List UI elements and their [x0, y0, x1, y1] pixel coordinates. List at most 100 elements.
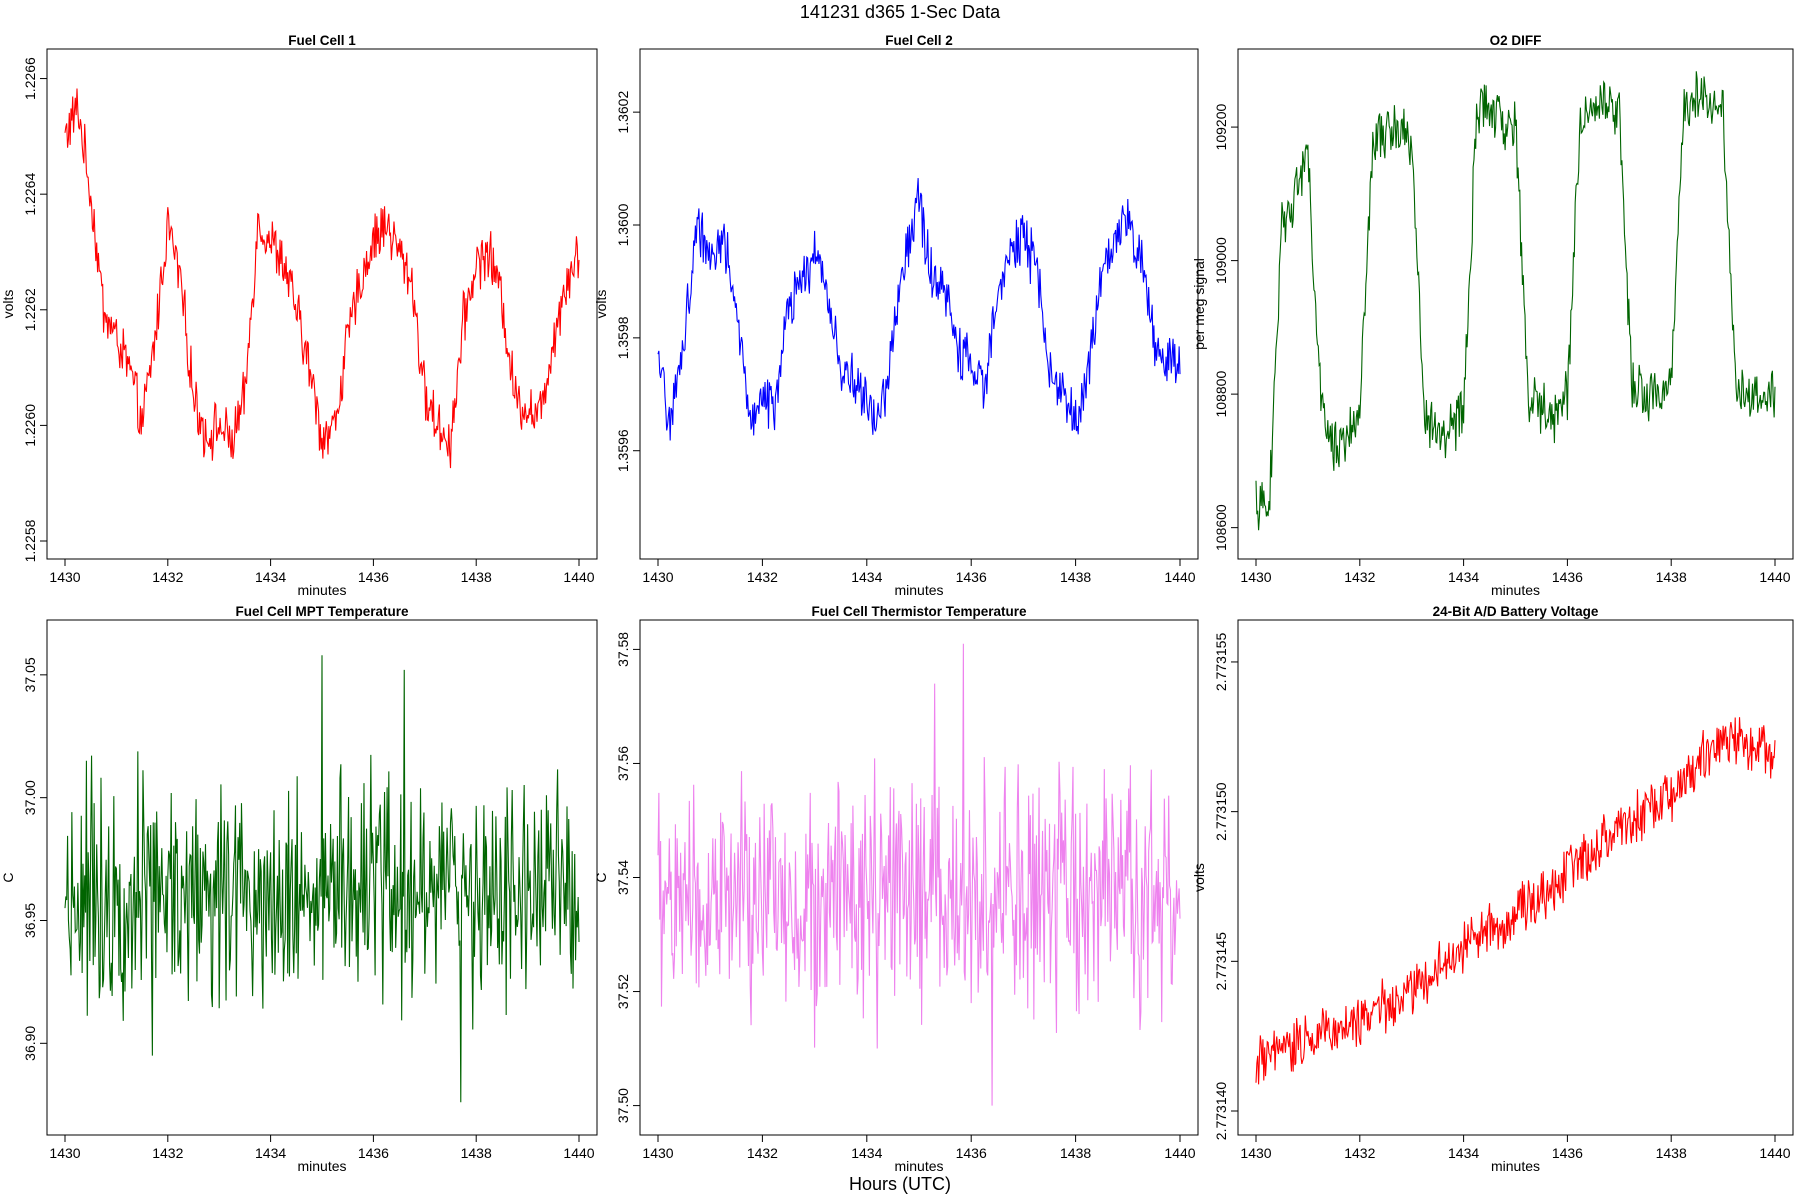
x-axis-label: minutes	[1491, 582, 1540, 598]
panel-title: 24-Bit A/D Battery Voltage	[1433, 604, 1599, 619]
chart-panel-5: Fuel Cell Thermistor Temperature 1430 1432…	[593, 604, 1199, 1174]
x-tick-label: 1440	[1164, 1145, 1195, 1161]
x-tick-label: 1432	[152, 1145, 183, 1161]
y-tick-label: 37.58	[615, 632, 631, 667]
y-tick-label: 1.2264	[22, 173, 38, 216]
x-tick-label: 1430	[1240, 1145, 1271, 1161]
y-tick-label: 37.54	[615, 860, 631, 895]
x-tick-label: 1436	[1552, 569, 1583, 585]
y-axis-label: C	[593, 872, 609, 882]
y-tick-label: 2.773155	[1213, 633, 1229, 692]
y-tick-label: 2.773140	[1213, 1082, 1229, 1141]
panel-title: Fuel Cell 1	[288, 33, 356, 48]
series-line	[657, 643, 1181, 1106]
series-line	[64, 655, 580, 1103]
y-tick-label: 1.3600	[615, 203, 631, 246]
x-tick-label: 1432	[1344, 569, 1375, 585]
y-tick-label: 37.05	[22, 657, 38, 692]
y-tick-label: 1.2266	[22, 57, 38, 100]
series-line	[657, 178, 1181, 441]
y-tick-label: 36.90	[22, 1026, 38, 1061]
x-tick-label: 1430	[49, 569, 80, 585]
panel-title: Fuel Cell 2	[885, 33, 953, 48]
y-tick-label: 36.95	[22, 903, 38, 938]
x-tick-label: 1434	[1448, 1145, 1479, 1161]
y-tick-label: 1.2260	[22, 404, 38, 447]
chart-panel-3: O2 DIFF 1430 1432 1434 1436 1438 1440 minutes 10…	[1191, 33, 1794, 598]
x-tick-label: 1438	[1656, 1145, 1687, 1161]
y-tick-label: 1.3598	[615, 316, 631, 359]
x-tick-label: 1434	[851, 569, 882, 585]
x-tick-label: 1436	[1552, 1145, 1583, 1161]
x-tick-label: 1438	[461, 569, 492, 585]
y-tick-label: 2.773150	[1213, 782, 1229, 841]
y-axis-label: volts	[593, 290, 609, 319]
y-tick-label: 108600	[1213, 504, 1229, 551]
y-tick-label: 109000	[1213, 237, 1229, 284]
x-tick-label: 1436	[358, 569, 389, 585]
panel-title: Fuel Cell MPT Temperature	[235, 604, 409, 619]
x-tick-label: 1434	[255, 569, 286, 585]
y-tick-label: 37.50	[615, 1088, 631, 1123]
x-tick-label: 1430	[1240, 569, 1271, 585]
y-tick-label: 37.52	[615, 974, 631, 1009]
y-axis-label: per meg signal	[1191, 258, 1207, 350]
plot-frame	[46, 48, 598, 560]
x-tick-label: 1432	[747, 569, 778, 585]
x-tick-label: 1430	[642, 569, 673, 585]
y-axis-label: volts	[0, 290, 16, 319]
y-tick-label: 1.2262	[22, 288, 38, 331]
y-tick-label: 37.56	[615, 746, 631, 781]
x-tick-label: 1436	[956, 569, 987, 585]
x-tick-label: 1432	[152, 569, 183, 585]
y-tick-label: 1.2258	[22, 519, 38, 562]
x-axis-label: minutes	[297, 582, 346, 598]
plot-frame	[46, 619, 598, 1136]
y-tick-label: 108800	[1213, 371, 1229, 418]
chart-panel-6: 24-Bit A/D Battery Voltage 1430 1432 1434 14…	[1191, 604, 1794, 1174]
chart-panel-1: Fuel Cell 1 1430 1432 1434 1436 1438 1440 minut…	[0, 33, 598, 598]
x-tick-label: 1430	[642, 1145, 673, 1161]
figure-x-axis-label: Hours (UTC)	[849, 1174, 951, 1194]
x-tick-label: 1430	[49, 1145, 80, 1161]
x-tick-label: 1438	[1060, 1145, 1091, 1161]
figure-title: 141231 d365 1-Sec Data	[800, 2, 1001, 22]
y-tick-label: 109200	[1213, 104, 1229, 151]
series-line	[1255, 717, 1776, 1085]
x-axis-label: minutes	[297, 1158, 346, 1174]
x-tick-label: 1438	[461, 1145, 492, 1161]
x-axis-label: minutes	[1491, 1158, 1540, 1174]
y-tick-label: 37.00	[22, 780, 38, 815]
x-tick-label: 1436	[956, 1145, 987, 1161]
plot-frame	[1237, 48, 1794, 560]
series-line	[64, 88, 580, 469]
panel-title: O2 DIFF	[1490, 33, 1542, 48]
chart-panel-4: Fuel Cell MPT Temperature 1430 1432 1434 143…	[0, 604, 598, 1174]
plot-frame	[1237, 619, 1794, 1136]
x-axis-label: minutes	[894, 582, 943, 598]
x-tick-label: 1436	[358, 1145, 389, 1161]
y-tick-label: 1.3596	[615, 429, 631, 472]
x-tick-label: 1434	[255, 1145, 286, 1161]
chart-panels: Fuel Cell 1 1430 1432 1434 1436 1438 1440 minut…	[0, 33, 1794, 1174]
x-tick-label: 1434	[851, 1145, 882, 1161]
x-axis-label: minutes	[894, 1158, 943, 1174]
x-tick-label: 1440	[563, 1145, 594, 1161]
x-tick-label: 1440	[1759, 569, 1790, 585]
x-tick-label: 1434	[1448, 569, 1479, 585]
series-line	[1255, 71, 1776, 531]
x-tick-label: 1432	[747, 1145, 778, 1161]
x-tick-label: 1440	[1164, 569, 1195, 585]
x-tick-label: 1432	[1344, 1145, 1375, 1161]
y-tick-label: 1.3602	[615, 91, 631, 134]
panel-title: Fuel Cell Thermistor Temperature	[811, 604, 1027, 619]
y-axis-label: C	[0, 872, 16, 882]
y-axis-label: volts	[1191, 863, 1207, 892]
x-tick-label: 1440	[1759, 1145, 1790, 1161]
x-tick-label: 1440	[563, 569, 594, 585]
chart-panel-2: Fuel Cell 2 1430 1432 1434 1436 1438 1440 minut…	[593, 33, 1199, 598]
plot-frame	[639, 48, 1199, 560]
x-tick-label: 1438	[1060, 569, 1091, 585]
